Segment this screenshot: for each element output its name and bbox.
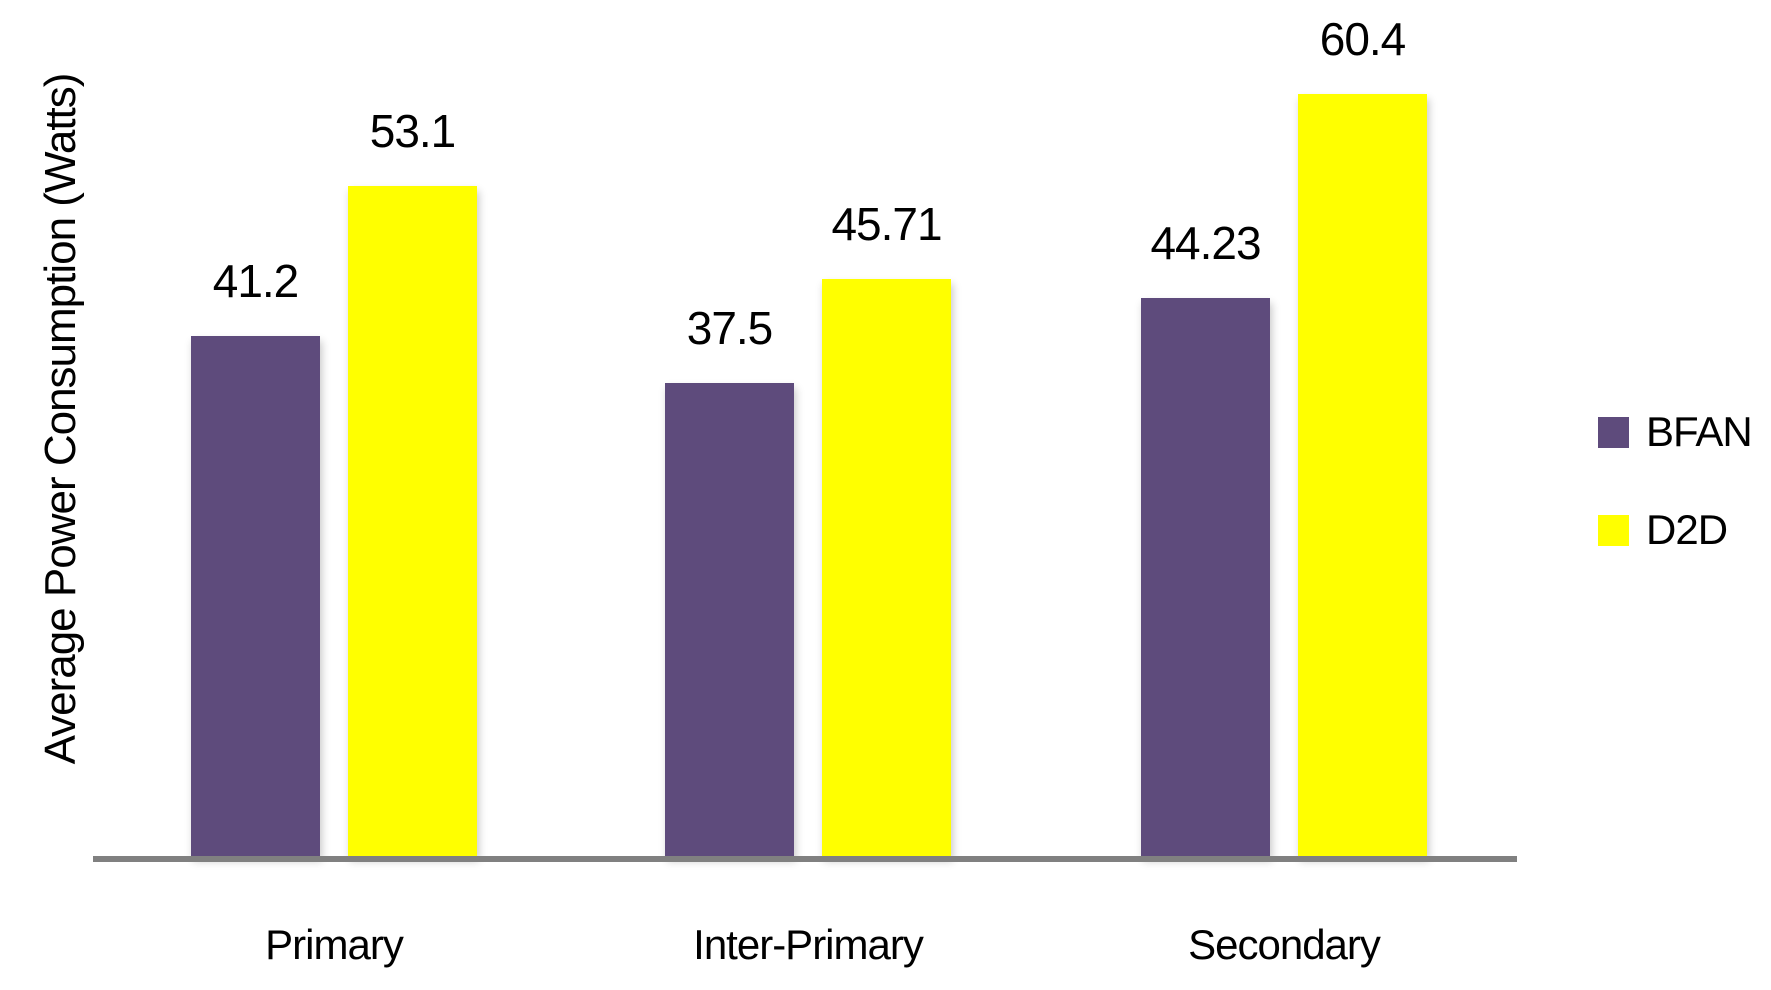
legend: BFAN D2D bbox=[1598, 408, 1753, 607]
bar-bfan-inter-primary bbox=[665, 383, 794, 856]
category-label-secondary: Secondary bbox=[1188, 921, 1381, 968]
y-axis-title: Average Power Consumption (Watts) bbox=[36, 73, 85, 765]
value-label-bfan-secondary: 44.23 bbox=[1150, 217, 1261, 269]
bar-d2d-inter-primary bbox=[822, 279, 951, 856]
x-axis-line bbox=[93, 856, 1517, 862]
value-label-d2d-primary: 53.1 bbox=[369, 105, 457, 157]
value-label-bfan-primary: 41.2 bbox=[212, 255, 300, 307]
category-label-inter-primary: Inter-Primary bbox=[693, 921, 924, 968]
legend-item-bfan: BFAN bbox=[1598, 408, 1753, 455]
value-label-d2d-inter-primary: 45.71 bbox=[831, 198, 942, 250]
bar-bfan-secondary bbox=[1141, 298, 1270, 856]
category-label-primary: Primary bbox=[265, 921, 404, 968]
legend-item-d2d: D2D bbox=[1598, 509, 1752, 551]
bar-d2d-primary bbox=[348, 186, 477, 856]
d2d-color-swatch-icon bbox=[1598, 514, 1629, 546]
value-label-bfan-inter-primary: 37.5 bbox=[686, 302, 774, 354]
legend-label-d2d: D2D bbox=[1646, 506, 1728, 553]
bar-d2d-secondary bbox=[1298, 94, 1427, 856]
bfan-color-swatch-icon bbox=[1598, 416, 1629, 448]
legend-label-bfan: BFAN bbox=[1646, 408, 1753, 455]
value-label-d2d-secondary: 60.4 bbox=[1319, 13, 1407, 65]
bar-bfan-primary bbox=[191, 336, 320, 856]
